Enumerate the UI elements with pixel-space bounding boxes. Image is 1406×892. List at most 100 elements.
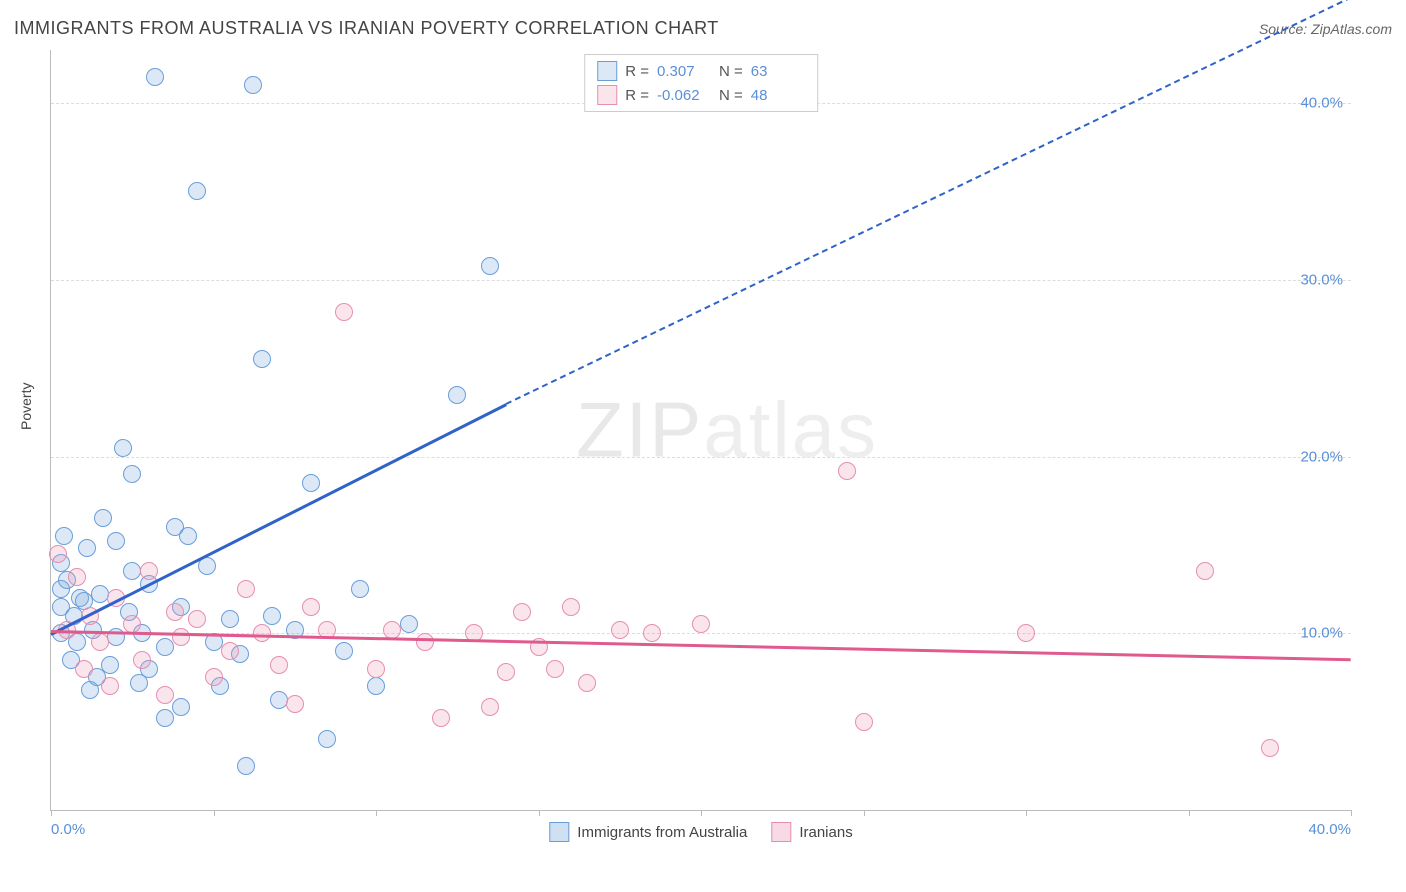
scatter-point <box>286 695 304 713</box>
y-axis-label: Poverty <box>18 383 34 430</box>
scatter-point <box>253 624 271 642</box>
scatter-point <box>237 757 255 775</box>
grid-line <box>51 280 1351 281</box>
watermark: ZIPatlas <box>576 385 878 476</box>
scatter-point <box>140 562 158 580</box>
scatter-point <box>263 607 281 625</box>
swatch-series-1 <box>597 85 617 105</box>
scatter-point <box>367 660 385 678</box>
scatter-point <box>383 621 401 639</box>
scatter-point <box>156 686 174 704</box>
scatter-point <box>91 633 109 651</box>
scatter-point <box>75 660 93 678</box>
x-tick <box>51 810 52 816</box>
scatter-point <box>221 610 239 628</box>
y-tick-label: 40.0% <box>1300 95 1343 112</box>
stats-row-1: R = -0.062 N = 48 <box>597 83 805 107</box>
x-tick <box>214 810 215 816</box>
x-tick-label: 0.0% <box>51 821 85 838</box>
scatter-point <box>49 545 67 563</box>
source-label: Source: ZipAtlas.com <box>1259 21 1392 37</box>
scatter-point <box>101 656 119 674</box>
scatter-point <box>562 598 580 616</box>
scatter-point <box>68 568 86 586</box>
grid-line <box>51 457 1351 458</box>
scatter-point <box>335 303 353 321</box>
scatter-point <box>367 677 385 695</box>
scatter-point <box>302 474 320 492</box>
scatter-point <box>643 624 661 642</box>
scatter-point <box>270 656 288 674</box>
scatter-point <box>432 709 450 727</box>
scatter-point <box>838 462 856 480</box>
scatter-point <box>481 257 499 275</box>
scatter-point <box>156 709 174 727</box>
scatter-point <box>114 439 132 457</box>
y-tick-label: 30.0% <box>1300 271 1343 288</box>
scatter-point <box>133 651 151 669</box>
scatter-point <box>146 68 164 86</box>
x-tick <box>864 810 865 816</box>
r-label: R = <box>625 63 649 80</box>
scatter-point <box>94 509 112 527</box>
scatter-point <box>351 580 369 598</box>
x-tick-label: 40.0% <box>1308 821 1351 838</box>
scatter-point <box>156 638 174 656</box>
scatter-point <box>123 465 141 483</box>
y-tick-label: 10.0% <box>1300 625 1343 642</box>
n-label: N = <box>719 63 743 80</box>
legend-swatch <box>771 822 791 842</box>
scatter-point <box>481 698 499 716</box>
scatter-point <box>692 615 710 633</box>
watermark-part1: ZIP <box>576 386 703 474</box>
x-tick <box>539 810 540 816</box>
scatter-point <box>172 698 190 716</box>
plot-area: ZIPatlas R = 0.307 N = 63 R = -0.062 N =… <box>50 50 1351 811</box>
stats-row-0: R = 0.307 N = 63 <box>597 59 805 83</box>
chart-title: IMMIGRANTS FROM AUSTRALIA VS IRANIAN POV… <box>14 18 719 39</box>
n-label: N = <box>719 87 743 104</box>
scatter-point <box>91 585 109 603</box>
legend-swatch <box>549 822 569 842</box>
scatter-point <box>237 580 255 598</box>
r-label: R = <box>625 87 649 104</box>
scatter-point <box>221 642 239 660</box>
x-tick <box>1026 810 1027 816</box>
scatter-point <box>611 621 629 639</box>
series-legend: Immigrants from Australia Iranians <box>549 822 852 842</box>
scatter-point <box>188 182 206 200</box>
scatter-point <box>497 663 515 681</box>
scatter-point <box>205 668 223 686</box>
n-value-0: 63 <box>751 63 805 80</box>
legend-item: Immigrants from Australia <box>549 822 747 842</box>
scatter-point <box>335 642 353 660</box>
scatter-point <box>448 386 466 404</box>
scatter-point <box>101 677 119 695</box>
r-value-0: 0.307 <box>657 63 711 80</box>
x-tick <box>1351 810 1352 816</box>
scatter-point <box>302 598 320 616</box>
scatter-point <box>78 539 96 557</box>
stats-legend: R = 0.307 N = 63 R = -0.062 N = 48 <box>584 54 818 112</box>
legend-label: Iranians <box>799 824 852 841</box>
x-tick <box>1189 810 1190 816</box>
scatter-point <box>166 603 184 621</box>
legend-item: Iranians <box>771 822 852 842</box>
y-tick-label: 20.0% <box>1300 448 1343 465</box>
scatter-point <box>1196 562 1214 580</box>
scatter-point <box>270 691 288 709</box>
legend-label: Immigrants from Australia <box>577 824 747 841</box>
scatter-point <box>318 730 336 748</box>
n-value-1: 48 <box>751 87 805 104</box>
scatter-point <box>416 633 434 651</box>
scatter-point <box>513 603 531 621</box>
scatter-point <box>1261 739 1279 757</box>
scatter-point <box>400 615 418 633</box>
scatter-point <box>188 610 206 628</box>
scatter-point <box>1017 624 1035 642</box>
scatter-point <box>107 532 125 550</box>
scatter-point <box>578 674 596 692</box>
swatch-series-0 <box>597 61 617 81</box>
scatter-point <box>179 527 197 545</box>
scatter-point <box>253 350 271 368</box>
